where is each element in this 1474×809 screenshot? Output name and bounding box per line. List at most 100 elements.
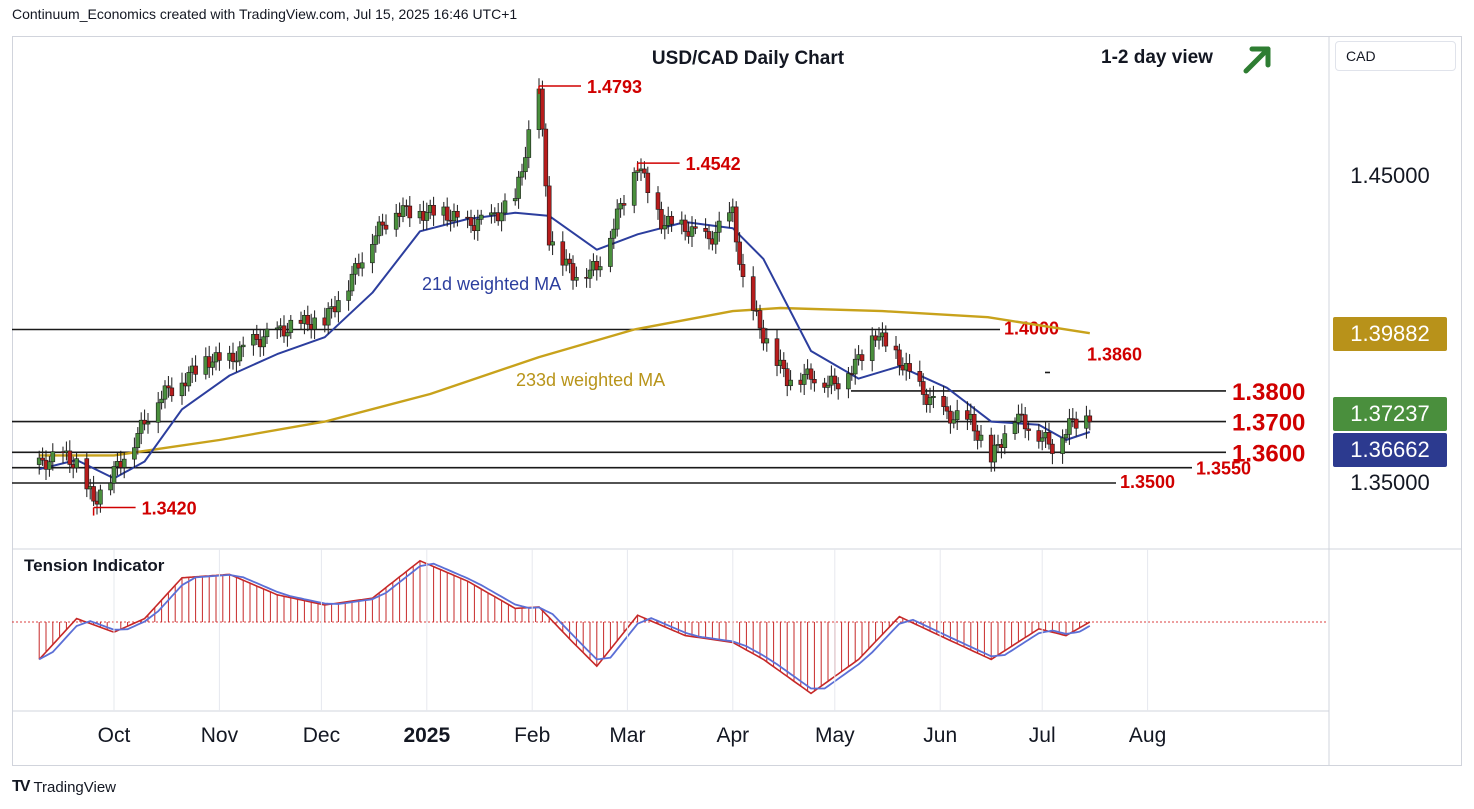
candle-body	[166, 385, 171, 389]
candle-body	[468, 217, 474, 226]
candle-body	[325, 308, 331, 326]
x-tick-label: Jun	[923, 724, 957, 747]
candle-body	[1073, 418, 1079, 429]
ma21-price-tag: 1.36662	[1333, 433, 1447, 467]
candle-body	[764, 338, 770, 344]
candle-body	[835, 383, 841, 390]
level-label: 1.3800	[1232, 379, 1305, 406]
candle-body	[540, 88, 545, 130]
indicator-line-blue	[38, 562, 1091, 690]
candle-body	[424, 212, 430, 221]
candle-body	[543, 128, 549, 187]
candle-body	[750, 276, 756, 311]
candle-body	[852, 358, 858, 375]
candle-body	[455, 211, 460, 218]
candle-body	[359, 262, 365, 269]
candle-body	[274, 327, 280, 330]
candle-body	[611, 228, 617, 239]
candle-body	[784, 368, 790, 387]
candle-body	[614, 208, 620, 230]
view-label: 1-2 day view	[1101, 47, 1213, 68]
candle-body	[869, 335, 875, 361]
candle-body	[499, 212, 504, 222]
candle-body	[631, 172, 637, 206]
candle-body	[1036, 430, 1042, 442]
candle-body	[74, 458, 79, 469]
x-tick-label: Oct	[98, 724, 131, 747]
y-tick-1: 1.45000	[1350, 163, 1430, 188]
indicator-layer	[12, 559, 1327, 695]
candle-body	[431, 204, 436, 216]
candle-body	[774, 338, 780, 366]
candle-body	[264, 328, 270, 338]
candle-body	[108, 482, 113, 491]
x-tick-label: Jul	[1029, 724, 1056, 747]
ma233-price-tag: 1.39882	[1333, 317, 1447, 351]
chart-title: USD/CAD Daily Chart	[652, 48, 845, 69]
x-tick-label: Dec	[303, 724, 340, 747]
candle-body	[162, 385, 168, 400]
candle-body	[669, 215, 674, 225]
candle-body	[808, 368, 814, 380]
candle-body	[1060, 437, 1065, 454]
candle-body	[50, 451, 56, 463]
candle-body	[567, 258, 572, 264]
candle-body	[98, 489, 103, 505]
candle-body	[285, 332, 290, 337]
candle-body	[84, 458, 90, 490]
ma21-line	[38, 211, 1091, 480]
candle-body	[145, 422, 151, 425]
candle-body	[288, 319, 294, 333]
candle-body	[608, 237, 613, 267]
y-tick-2: 1.35000	[1350, 470, 1430, 495]
candle-body	[825, 384, 831, 388]
candle-body	[801, 374, 807, 385]
candle-body	[693, 226, 698, 229]
candle-body	[951, 419, 957, 424]
candle-body	[502, 200, 508, 214]
candle-body	[597, 266, 603, 271]
candle-body	[645, 172, 651, 193]
candle-body	[689, 226, 695, 237]
candle-body	[655, 192, 661, 210]
candle-body	[832, 375, 838, 384]
candle-body	[971, 413, 977, 432]
candle-body	[761, 327, 766, 344]
chart-credit: Continuum_Economics created with Trading…	[12, 6, 518, 22]
candle-body	[662, 225, 668, 230]
candle-body	[91, 486, 96, 502]
candle-body	[155, 402, 161, 423]
candle-body	[47, 461, 52, 470]
annotation-label: 1.4542	[686, 154, 741, 174]
candle-body	[179, 382, 185, 397]
level-label: 1.3860	[1087, 344, 1142, 364]
candle-body	[254, 334, 260, 340]
annotation-label: 1.3420	[142, 499, 197, 519]
candle-body	[169, 387, 175, 397]
annotations-layer: 1.4793 1.4542 1.3420	[92, 77, 741, 519]
candle-body	[931, 395, 936, 398]
x-tick-label: May	[815, 724, 855, 747]
candle-body	[948, 410, 953, 424]
x-tick-label: Mar	[609, 724, 645, 747]
candle-body	[132, 447, 137, 460]
tradingview-logo-icon: TV	[12, 778, 31, 795]
candle-body	[642, 168, 647, 174]
level-label: 1.4000	[1004, 319, 1059, 339]
candle-body	[659, 209, 664, 230]
candle-body	[135, 433, 141, 448]
currency-button[interactable]: CAD	[1335, 41, 1456, 71]
level-label: 1.3550	[1196, 459, 1251, 479]
candle-body	[373, 235, 379, 245]
candle-body	[594, 261, 600, 271]
candle-body	[897, 349, 902, 366]
candle-body	[40, 457, 45, 461]
candle-body	[261, 336, 266, 348]
indicator-title: Tension Indicator	[24, 556, 165, 575]
footer-brand-label: TradingView	[33, 778, 116, 796]
candle-body	[67, 450, 73, 465]
candle-body	[1026, 428, 1031, 431]
candle-body	[186, 372, 192, 387]
